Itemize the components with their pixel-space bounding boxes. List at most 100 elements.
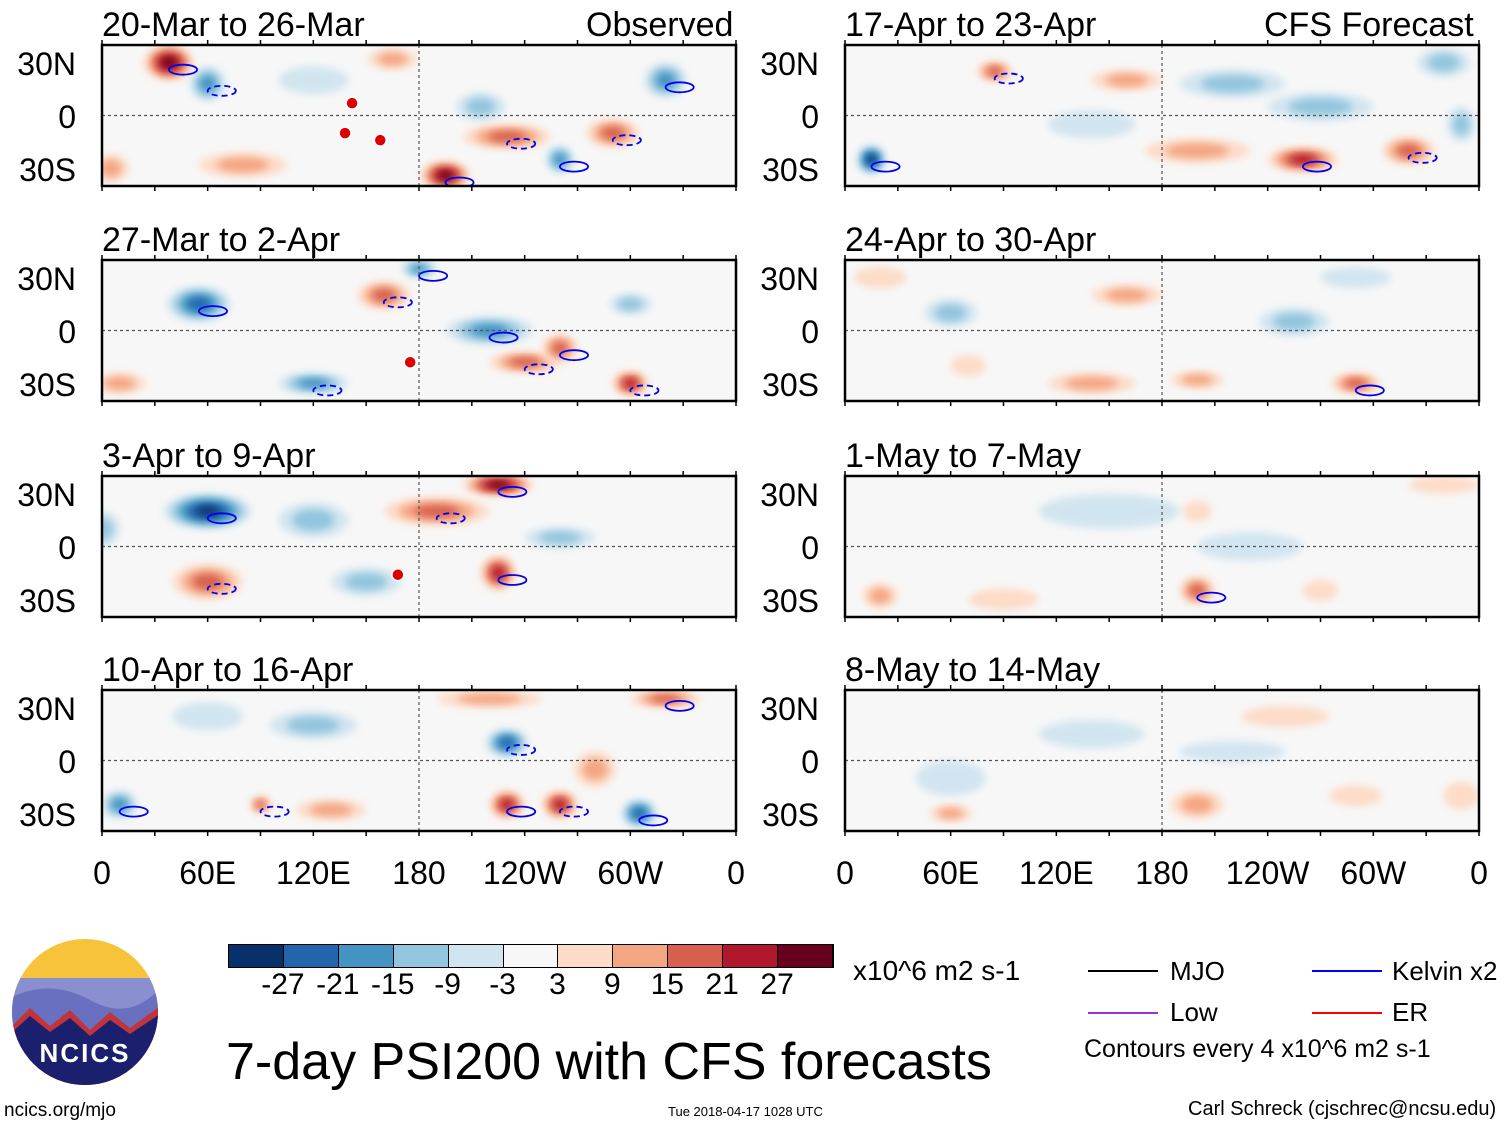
panel-title: 10-Apr to 16-Apr [102, 651, 354, 689]
lat-label: 30S [19, 152, 76, 188]
site-url[interactable]: ncics.org/mjo [4, 1100, 116, 1121]
anomaly-blob [633, 808, 646, 819]
colorbar-label: -15 [371, 968, 415, 1001]
anomaly-blob [1408, 476, 1479, 494]
anomaly-blob [501, 799, 513, 810]
anomaly-blob [1038, 493, 1180, 529]
lat-label: 30N [760, 477, 819, 513]
anomaly-blob [617, 297, 644, 311]
lat-label: 0 [58, 99, 76, 135]
anomaly-blob [345, 573, 388, 591]
kelvin-contour [1301, 160, 1332, 173]
lon-label: 60E [179, 855, 237, 891]
lat-label: 30N [17, 261, 76, 297]
anomaly-blob [200, 76, 216, 92]
lat-label: 30S [19, 797, 76, 833]
kelvin-contour [1407, 151, 1438, 164]
map-panel [100, 40, 738, 191]
colorbar-swatch [778, 945, 833, 967]
kelvin-contour [206, 84, 237, 97]
anomaly-blob [286, 716, 340, 734]
lon-label: 60W [1340, 855, 1407, 891]
anomaly-blob [869, 588, 891, 604]
kelvin-contour [206, 582, 237, 595]
anomaly-blob [216, 157, 270, 173]
kelvin-contour [506, 137, 537, 150]
panel-title: 17-Apr to 23-Apr [845, 6, 1097, 44]
observed-header: Observed [586, 6, 734, 44]
map-panel [100, 471, 738, 622]
colorbar-swatch [338, 945, 394, 967]
anomaly-blob [465, 98, 496, 116]
lat-label: 30S [19, 583, 76, 619]
anomaly-blob [1427, 54, 1460, 72]
legend-er: ER [1392, 997, 1429, 1027]
kelvin-contour [558, 805, 589, 818]
anomaly-blob [102, 159, 122, 177]
colorbar-label: -21 [316, 968, 360, 1001]
lat-label: 0 [801, 314, 819, 350]
lat-label: 0 [58, 314, 76, 350]
lon-label: 60E [922, 855, 980, 891]
anomaly-blob [1105, 288, 1148, 302]
panel-title: 1-May to 7-May [845, 437, 1082, 475]
lon-label: 120W [482, 855, 567, 891]
map-panel [100, 685, 738, 836]
mjo-marker-icon [338, 126, 352, 140]
lat-label: 30S [19, 367, 76, 403]
anomaly-blob [1329, 785, 1383, 807]
legend-mjo: MJO [1170, 956, 1225, 986]
lat-label: 30S [762, 152, 819, 188]
anomaly-blob [309, 803, 353, 817]
kelvin-contour [382, 296, 413, 309]
legend-low: Low [1170, 997, 1218, 1027]
anomaly-blob [377, 52, 408, 66]
panel-title: 20-Mar to 26-Mar [102, 6, 365, 44]
kelvin-contour [118, 805, 149, 818]
lat-label: 30N [17, 691, 76, 727]
kelvin-contour [870, 160, 901, 173]
kelvin-contour [558, 160, 589, 173]
colorbar-label: 27 [760, 968, 794, 1001]
anomaly-blob [162, 57, 176, 68]
kelvin-contour [418, 269, 449, 282]
anomaly-blob [255, 800, 266, 809]
lon-label: 60W [597, 855, 664, 891]
kelvin-contour [664, 699, 695, 712]
colorbar-swatch [613, 945, 669, 967]
anomaly-blob [438, 171, 453, 180]
kelvin-contour [558, 349, 589, 362]
lat-label: 0 [801, 744, 819, 780]
legend-low-line [1088, 1012, 1158, 1014]
colorbar-swatch [393, 945, 449, 967]
anomaly-blob [1200, 75, 1265, 93]
mjo-marker-icon [373, 133, 388, 147]
map-panel [843, 471, 1481, 622]
anomaly-blob [1320, 267, 1391, 289]
kelvin-contour [506, 805, 537, 818]
colorbar-label: 21 [705, 968, 739, 1001]
colorbar-swatch [448, 945, 504, 967]
panel-title: 8-May to 14-May [845, 651, 1101, 689]
anomaly-blob [103, 377, 136, 390]
lon-label: 180 [392, 855, 446, 891]
anomaly-blob [1197, 532, 1303, 561]
kelvin-contour [638, 814, 669, 827]
anomaly-blob [582, 758, 608, 780]
anomaly-blob [372, 289, 396, 302]
anomaly-blob [172, 702, 243, 731]
anomaly-blob [538, 531, 582, 545]
kelvin-contour [523, 363, 554, 376]
kelvin-contour [629, 384, 660, 397]
lon-label: 0 [1470, 855, 1488, 891]
kelvin-contour [168, 63, 198, 76]
anomaly-blob [601, 127, 625, 140]
panel-title: 24-Apr to 30-Apr [845, 221, 1097, 259]
anomaly-blob [1452, 113, 1470, 135]
map-panel [843, 685, 1481, 836]
anomaly-blob [192, 574, 223, 590]
lat-label: 30S [762, 797, 819, 833]
anomaly-blob [1443, 781, 1479, 810]
anomaly-blob [1272, 313, 1316, 331]
anomaly-blob [1181, 374, 1214, 386]
